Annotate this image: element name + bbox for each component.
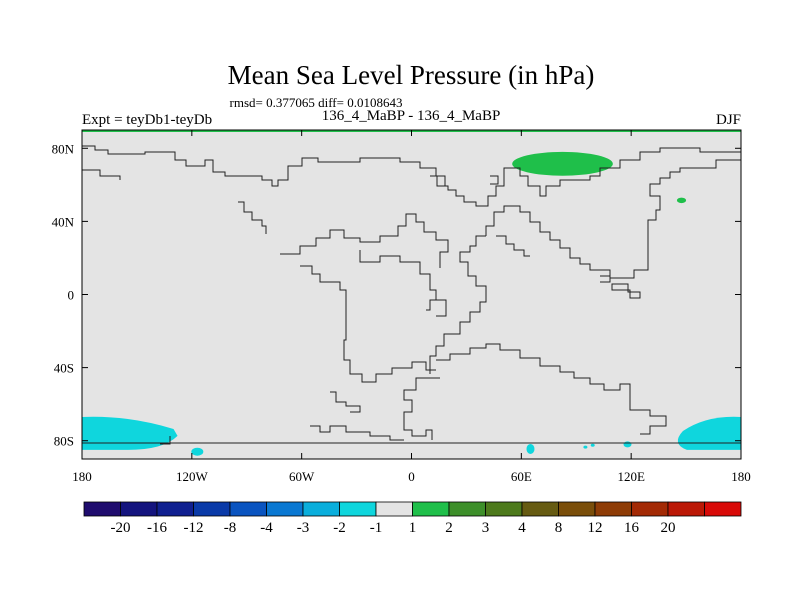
colorbar-swatch [448,501,486,517]
y-tick-label: 80S [54,434,74,449]
small-low-blob [590,443,595,447]
y-tick-label: 40N [52,214,75,229]
colorbar-swatch [521,501,559,517]
colorbar-label: 12 [588,520,603,536]
arctic-high-anomaly [512,151,613,176]
x-tick-label: 180 [72,469,92,484]
colorbar-swatch [375,501,413,517]
colorbar: -20 -16 -12 -8 -4 -3 -2 -1 1 2 3 4 8 12 16 20 [83,501,742,536]
y-tick-label: 0 [68,288,75,303]
colorbar-label: 3 [482,520,490,536]
x-tick-label: 120W [176,469,209,484]
anomaly-regions [82,151,741,456]
colorbar-label: -2 [333,520,346,536]
colorbar-label: 8 [555,520,563,536]
colorbar-swatch [266,501,304,517]
colorbar-label: 20 [661,520,676,536]
colorbar-label: -4 [260,520,273,536]
y-tick-label: 40S [54,361,74,376]
small-low-blob [191,447,204,456]
colorbar-swatch [229,501,267,517]
subtitle-left: Expt = teyDb1-teyDb [82,112,212,128]
southern-east-low [677,416,741,450]
colorbar-swatch [120,501,158,517]
colorbar-label: -1 [370,520,383,536]
stats-line: rmsd= 0.377065 diff= 0.0108643 [230,95,403,110]
x-axis: 180 120W 60W 0 60E 120E 180 [72,130,751,484]
colorbar-swatch [83,501,121,517]
colorbar-swatch [412,501,450,517]
small-low-blob [623,441,632,448]
colorbar-label: -16 [147,520,167,536]
x-tick-label: 60E [511,469,532,484]
colorbar-label: -12 [184,520,204,536]
colorbar-swatch [485,501,523,517]
y-axis: 80N 40N 0 40S 80S [52,141,741,449]
colorbar-swatch [594,501,632,517]
colorbar-label: 1 [409,520,417,536]
x-tick-label: 0 [408,469,415,484]
colorbar-label: -3 [297,520,310,536]
colorbar-swatch [193,501,231,517]
colorbar-swatch [631,501,669,517]
colorbar-label: 2 [445,520,453,536]
subtitle-right: DJF [716,112,741,128]
colorbar-swatch [667,501,705,517]
coastline-paths [82,145,741,445]
colorbar-swatch [704,501,742,517]
x-tick-label: 180 [731,469,751,484]
small-low-blob [526,443,535,454]
map-plot-area [81,129,742,460]
colorbar-label: -8 [224,520,237,536]
southern-west-low [82,416,178,450]
colorbar-swatch [156,501,194,517]
pacific-small-anomaly [676,197,687,204]
x-tick-label: 60W [289,469,315,484]
colorbar-label: 16 [624,520,640,536]
colorbar-swatch [339,501,377,517]
colorbar-swatch [558,501,596,517]
colorbar-swatch [302,501,340,517]
chart-title: Mean Sea Level Pressure (in hPa) [228,60,595,90]
subtitle-center: 136_4_MaBP - 136_4_MaBP [322,108,501,124]
small-low-blob [583,445,588,449]
y-tick-label: 80N [52,141,75,156]
colorbar-label: -20 [111,520,131,536]
colorbar-label: 4 [518,520,526,536]
x-tick-label: 120E [617,469,645,484]
